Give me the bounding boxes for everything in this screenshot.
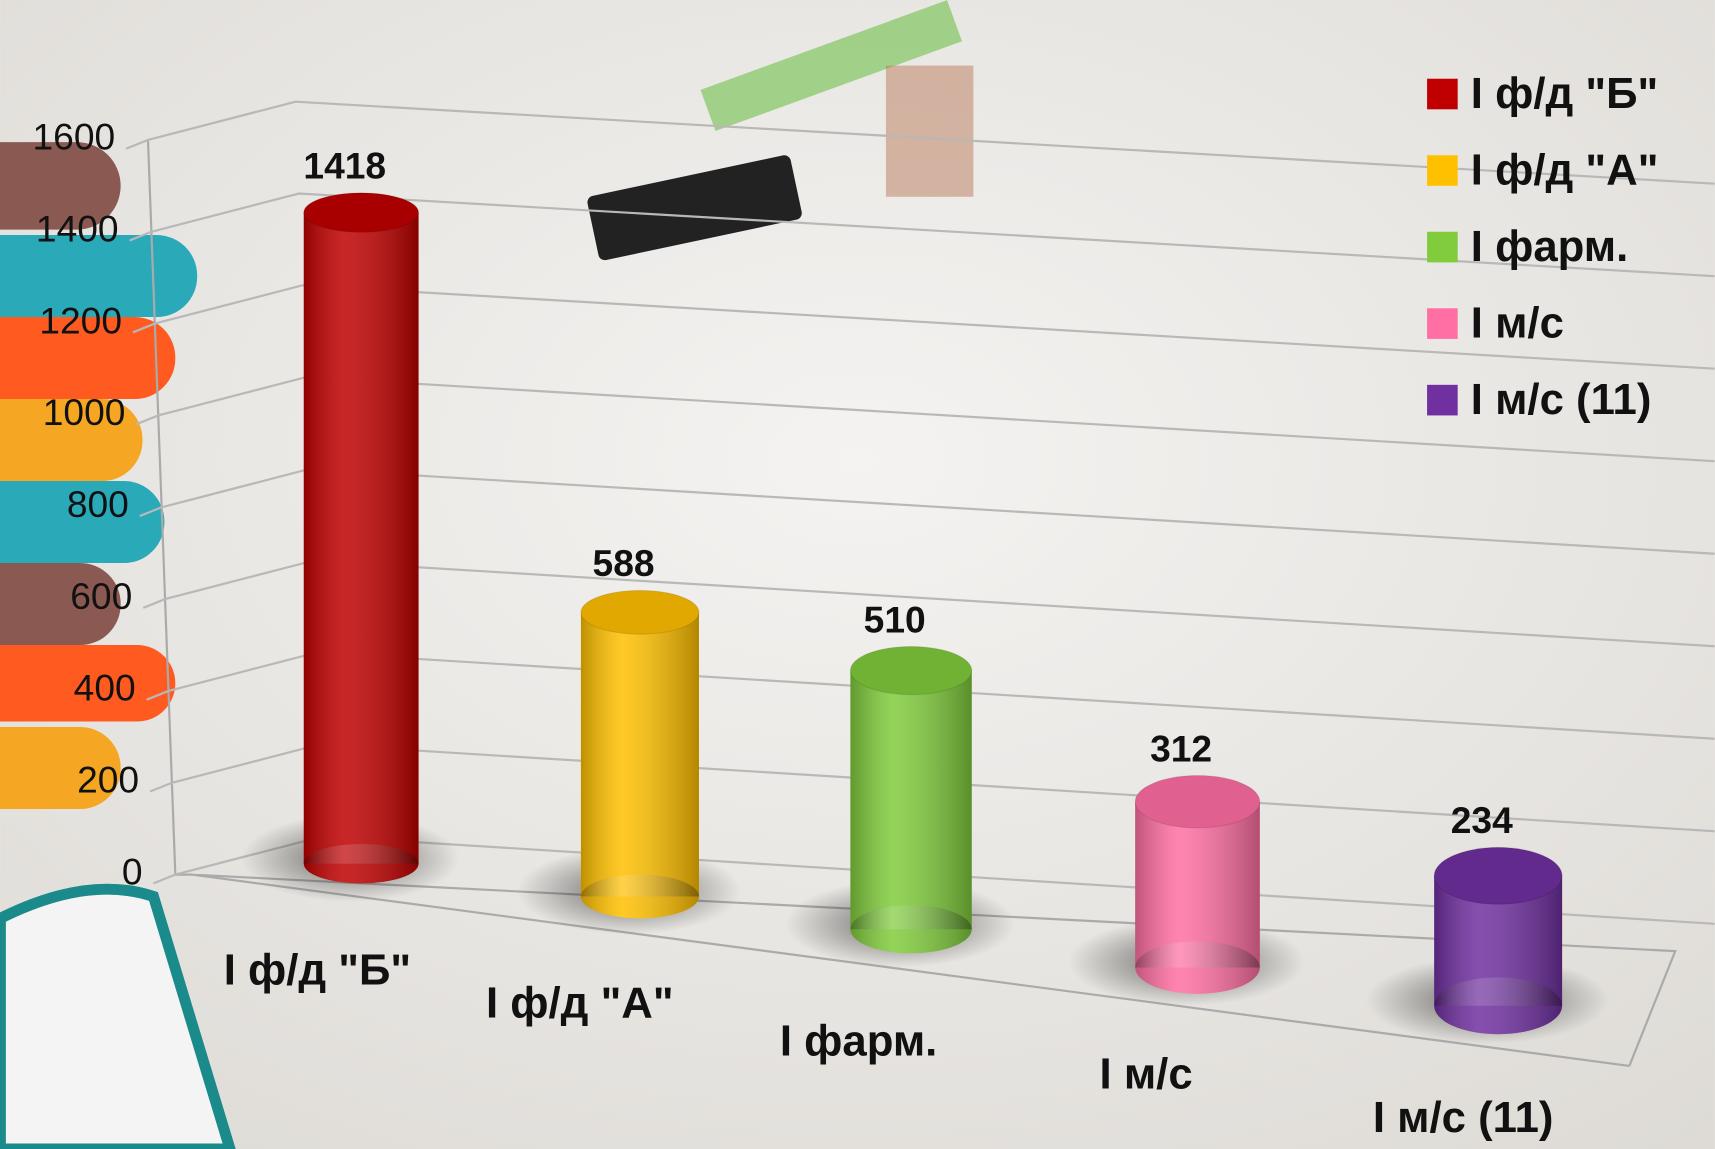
y-tick-label: 800: [67, 483, 129, 525]
bar-bottom-shade: [1135, 941, 1260, 993]
y-tick-label: 200: [77, 759, 139, 801]
bar-shade: [304, 213, 419, 864]
y-tick-label: 400: [74, 667, 136, 709]
legend-swatch: [1427, 155, 1458, 186]
x-tick-label: I фарм.: [780, 1017, 937, 1066]
x-tick-label: I м/с: [1100, 1049, 1193, 1098]
y-tick-label: 1000: [43, 391, 126, 433]
bar-shade: [850, 671, 971, 930]
bar-bottom-shade: [850, 905, 971, 953]
bar-top-shade: [1135, 776, 1260, 828]
bar-top-shade: [850, 647, 971, 695]
y-tick-label: 0: [122, 850, 143, 892]
value-label: 1418: [303, 145, 386, 187]
y-tick-label: 1400: [36, 208, 119, 250]
bar-top-shade: [1434, 847, 1562, 904]
y-tick-label: 600: [70, 575, 132, 617]
bar-bottom-shade: [581, 875, 699, 919]
x-tick-label: I ф/д "А": [486, 978, 674, 1027]
legend-label: I фарм.: [1471, 222, 1628, 271]
value-label: 312: [1150, 727, 1212, 769]
bar-bottom-shade: [1434, 977, 1562, 1034]
legend-swatch: [1427, 385, 1458, 416]
bar-top-shade: [304, 193, 419, 232]
x-tick-label: I ф/д "Б": [224, 946, 411, 995]
legend-label: I м/с (11): [1471, 375, 1652, 424]
value-label: 588: [593, 542, 655, 584]
chart: 0 200 400 600 800 1000 1200 1400 1600 1418 I ф/д "…: [0, 0, 1715, 1149]
y-tick-label: 1600: [33, 116, 116, 158]
value-label: 234: [1451, 799, 1513, 841]
legend-label: I ф/д "Б": [1471, 69, 1658, 118]
value-label: 510: [864, 598, 926, 640]
bar-top-shade: [581, 590, 699, 634]
legend-swatch: [1427, 232, 1458, 263]
legend-swatch: [1427, 79, 1458, 110]
x-tick-label: I м/с (11): [1373, 1093, 1554, 1142]
bar-shade: [581, 612, 699, 896]
legend-label: I ф/д "А": [1471, 145, 1659, 194]
legend-swatch: [1427, 308, 1458, 339]
y-tick-label: 1200: [39, 299, 122, 341]
legend-label: I м/с: [1471, 298, 1564, 347]
bar-bottom-shade: [304, 844, 419, 883]
